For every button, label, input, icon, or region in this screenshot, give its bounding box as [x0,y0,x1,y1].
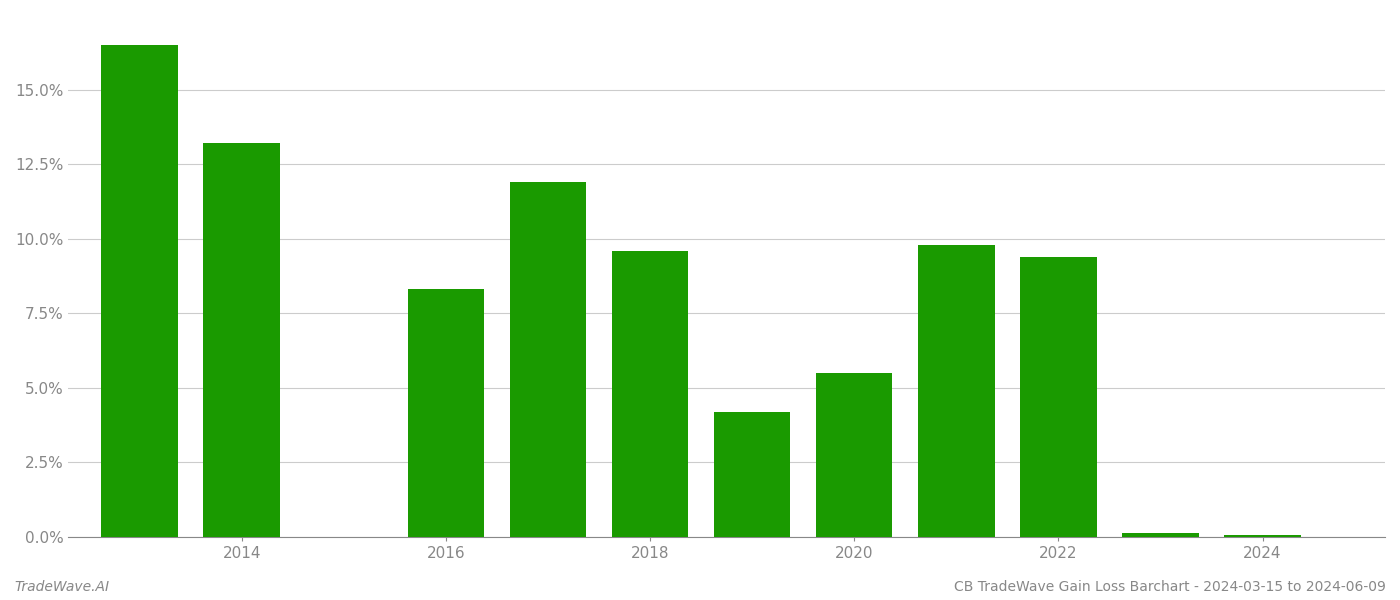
Bar [101,45,178,537]
Bar [510,182,587,537]
Bar [816,373,892,537]
Bar [714,412,791,537]
Text: CB TradeWave Gain Loss Barchart - 2024-03-15 to 2024-06-09: CB TradeWave Gain Loss Barchart - 2024-0… [955,580,1386,594]
Bar [407,289,484,537]
Text: TradeWave.AI: TradeWave.AI [14,580,109,594]
Bar [612,251,689,537]
Bar [1224,535,1301,537]
Bar [918,245,994,537]
Bar [1021,257,1096,537]
Bar [1123,533,1198,537]
Bar [203,143,280,537]
